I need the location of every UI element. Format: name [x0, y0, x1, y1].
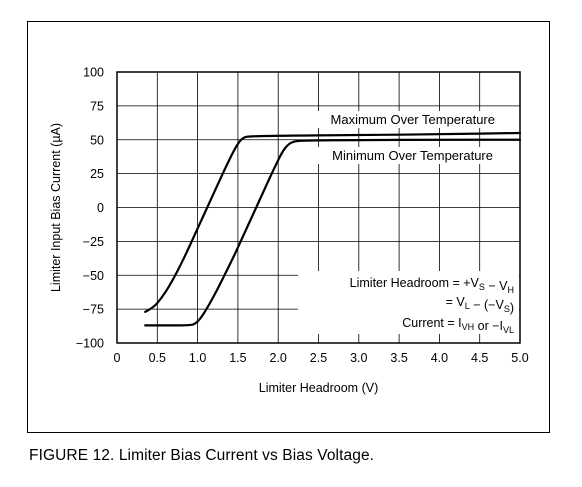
series-line-1: [144, 138, 522, 327]
x-tick-label: 1.5: [229, 351, 246, 365]
y-tick-label: 100: [83, 66, 104, 80]
plot-border: [116, 71, 521, 344]
series-lines: [144, 131, 522, 327]
series-label-background: [293, 147, 497, 164]
y-tick-label: −100: [76, 337, 104, 351]
x-tick-label: 3.0: [350, 351, 367, 365]
y-tick-labels: −100 −75 −50 −25 0 25 50 75 100: [76, 66, 104, 351]
x-tick-labels: 0 0.5 1.0 1.5 2.0 2.5 3.0 3.5 4.0 4.5 5.0: [114, 351, 529, 365]
x-tick-label: 0.5: [149, 351, 166, 365]
y-tick-label: −75: [83, 303, 104, 317]
x-tick-label: 0: [114, 351, 121, 365]
x-tick-label: 4.0: [431, 351, 448, 365]
y-tick-label: −25: [83, 235, 104, 249]
x-tick-label: 3.5: [390, 351, 407, 365]
x-tick-label: 2.0: [270, 351, 287, 365]
y-tick-label: −50: [83, 269, 104, 283]
series-label: Minimum Over Temperature: [332, 148, 493, 163]
y-tick-label: 0: [97, 201, 104, 215]
figure-caption: FIGURE 12. Limiter Bias Current vs Bias …: [29, 447, 375, 464]
y-axis-label: Limiter Input Bias Current (µA): [49, 123, 63, 292]
x-tick-label: 4.5: [471, 351, 488, 365]
series-label: Maximum Over Temperature: [331, 112, 495, 127]
definition-line: Current = IVH or −IVL: [402, 316, 514, 335]
bias-current-chart: 0 0.5 1.0 1.5 2.0 2.5 3.0 3.5 4.0 4.5 5.0 −100−75−…: [49, 66, 529, 396]
definition-line: Limiter Headroom = +VS − VH: [350, 276, 514, 295]
y-tick-label: 50: [90, 133, 104, 147]
headroom-definition-text: Limiter Headroom = +VS − VH= VL − (−VS)C…: [350, 276, 514, 335]
series-labels: Maximum Over Temperature Minimum Over Tem…: [293, 111, 499, 164]
figure-frame: [27, 21, 550, 433]
x-axis-label: Limiter Headroom (V): [259, 381, 378, 395]
x-tick-label: 2.5: [310, 351, 327, 365]
series-label-background: [295, 111, 499, 128]
y-tick-label: 25: [90, 167, 104, 181]
x-tick-label: 1.0: [189, 351, 206, 365]
definition-line: = VL − (−VS): [446, 295, 514, 315]
x-tick-label: 5.0: [511, 351, 528, 365]
y-tick-label: 75: [90, 99, 104, 113]
legend-box-background: [298, 271, 519, 334]
series-line-0: [144, 131, 522, 313]
